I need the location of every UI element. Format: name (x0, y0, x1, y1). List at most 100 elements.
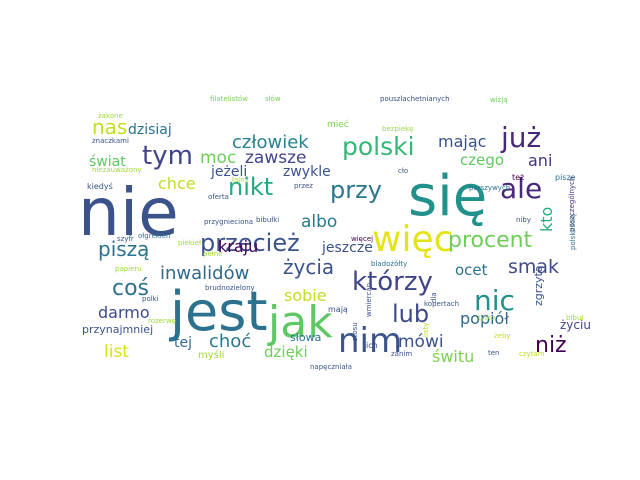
word: listy (422, 323, 430, 337)
word: piszą (98, 237, 149, 261)
word: piekieł (178, 239, 201, 247)
word: bladożółty (371, 260, 407, 268)
word: sobie (284, 286, 327, 305)
word: procent (448, 228, 533, 253)
word: filatelistów (210, 95, 248, 103)
word: kto (537, 207, 556, 232)
word: list (104, 342, 129, 362)
word: przecież (200, 229, 300, 257)
word: kopertach (424, 300, 459, 308)
word: poszczególnych (568, 177, 576, 232)
word: dzisiaj (128, 122, 172, 138)
word: nas (92, 115, 127, 139)
word: przygnieciona (204, 218, 253, 226)
word: nim (338, 321, 402, 361)
word: kraju (218, 237, 258, 256)
word: zgrzyta (532, 265, 545, 306)
word: pisze (555, 173, 576, 182)
word: mając (438, 132, 486, 151)
word: nie (78, 174, 179, 251)
word: zanim (391, 350, 412, 358)
word: polki (142, 295, 159, 303)
word: tym (142, 141, 193, 171)
word: tej (174, 335, 192, 351)
word: bezpiekę (382, 125, 413, 133)
word: niby (516, 216, 531, 224)
word: łajny (232, 176, 249, 184)
word: darmo (98, 303, 150, 322)
word: tylko (478, 314, 495, 322)
word: parszywych (469, 184, 510, 192)
word: choć (209, 331, 251, 352)
word: przez (294, 182, 313, 190)
word: słowa (290, 331, 321, 344)
word: życia (283, 255, 334, 279)
word: polski (342, 132, 415, 161)
word: ocet (455, 261, 488, 279)
word: człowiek (232, 132, 309, 153)
word: świat (89, 154, 126, 170)
word: wmiercan (365, 283, 373, 317)
word: cło (398, 167, 408, 175)
word: też (512, 173, 524, 182)
word: nikt (228, 173, 273, 201)
word: czego (460, 151, 504, 169)
word: jeżeli (210, 164, 247, 180)
word: mają (328, 305, 348, 314)
word: czytam (519, 350, 545, 358)
word: ołgrekien (138, 232, 171, 240)
word: przynajmniej (82, 323, 153, 336)
word: popiół (460, 309, 509, 328)
word: coś (112, 276, 149, 301)
word: dla (430, 292, 438, 303)
word: inwalidów (160, 263, 249, 284)
word: świtu (432, 347, 474, 366)
word: mieć (327, 119, 349, 130)
word: lub (392, 300, 429, 328)
word: ten (488, 349, 500, 357)
word: niż (535, 333, 567, 358)
word: bibuł (566, 314, 583, 322)
word: oferta (208, 193, 229, 201)
word: jak (267, 297, 333, 348)
word: słów (265, 95, 281, 103)
word: stosu (351, 322, 359, 341)
word: dzięki (264, 343, 308, 361)
word: przy (330, 176, 382, 204)
word: nic (474, 284, 515, 317)
word: pouszlachetnianych (380, 95, 450, 103)
word: ani (528, 151, 552, 170)
word: papieru (115, 265, 142, 273)
word: znaczkami (92, 137, 129, 145)
word: żakone (98, 112, 123, 120)
word: rozerwę (148, 317, 176, 325)
word: żeby (494, 332, 511, 340)
word: myśli (198, 349, 224, 361)
word: pełne (203, 250, 222, 258)
word: chce (158, 174, 196, 193)
word: mówi (398, 332, 444, 352)
word: jeszcze (321, 240, 373, 256)
word: więcej (351, 235, 373, 243)
word: jest (169, 280, 268, 343)
word: moc (200, 148, 236, 168)
word: zawsze (245, 148, 306, 168)
word: którzy (352, 267, 433, 297)
word: albo (301, 212, 337, 232)
word: napęczniała (310, 363, 352, 371)
word: kiedyś (87, 181, 113, 191)
word: niezauważony (92, 166, 142, 174)
word: wizją (490, 96, 508, 104)
word: polskością (569, 214, 577, 250)
word: się (408, 164, 487, 229)
word: smak (508, 256, 559, 278)
word: bibułki (256, 216, 279, 224)
word: więc (372, 219, 453, 260)
word: już (500, 121, 541, 154)
word: brudnozielony (205, 284, 255, 292)
word: ich (366, 341, 378, 350)
word: zwykle (283, 164, 331, 180)
word: szyfr (117, 235, 134, 243)
word: ale (500, 172, 542, 205)
